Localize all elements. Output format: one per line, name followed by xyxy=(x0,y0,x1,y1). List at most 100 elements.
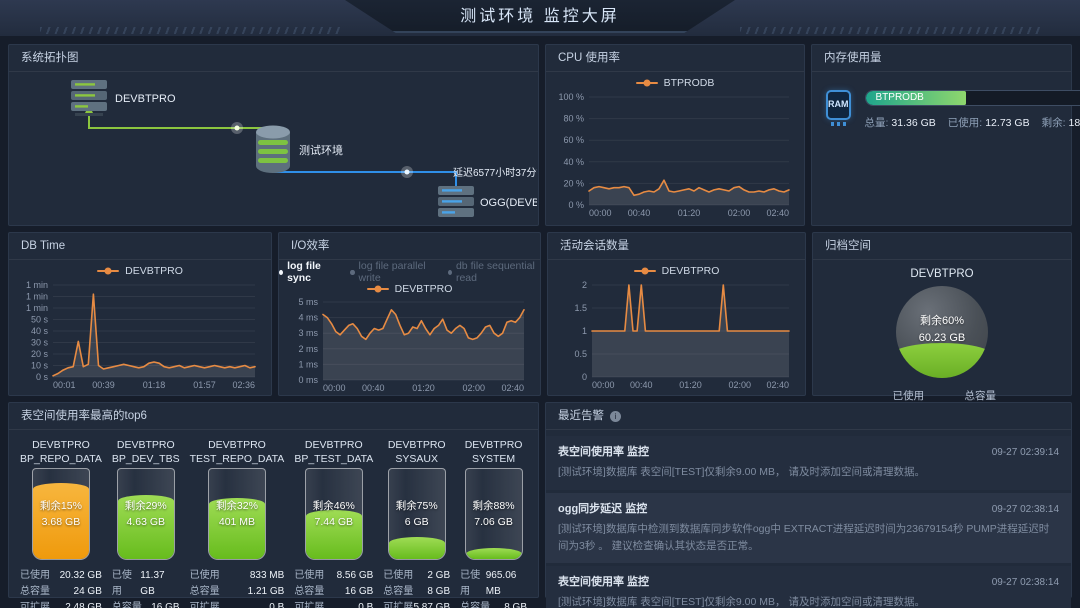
tablespace-item[interactable]: DEVBTPRO TEST_REPO_DATA 剩余32% 401 MB 已使用 83… xyxy=(185,438,290,608)
tablespace-name: DEVBTPRO BP_TEST_DATA xyxy=(294,439,374,466)
svg-text:00:40: 00:40 xyxy=(628,208,651,218)
tablespace-stats: 已使用 20.32 GB 总容量 24 GB 可扩展 2.48 GB xyxy=(20,570,102,608)
alert-timestamp: 09-27 02:39:14 xyxy=(991,447,1059,458)
alert-row[interactable]: 表空间使用率 监控 09-27 02:38:14 [测试环境]数据库 表空间[T… xyxy=(546,566,1071,608)
bullet-dot-icon xyxy=(350,269,355,275)
archive-instance-label: DEVBTPRO xyxy=(910,268,974,280)
svg-text:02:40: 02:40 xyxy=(766,380,789,390)
panel-dbtime: DB Time DEVBTPRO 0 s 10 s 20 s 30 s 40 s 50 s… xyxy=(8,232,272,396)
topology-link-green xyxy=(88,114,274,132)
sessions-legend-label: DEVBTPRO xyxy=(661,265,720,277)
svg-text:00:01: 00:01 xyxy=(53,380,76,390)
io-tab-db-file-sequential-read[interactable]: db file sequential read xyxy=(447,260,540,284)
svg-text:1 min: 1 min xyxy=(26,292,48,302)
panel-topology-title: 系统拓扑图 xyxy=(9,45,538,72)
cpu-legend[interactable]: BTPRODB xyxy=(546,74,804,92)
svg-text:40 s: 40 s xyxy=(31,326,49,336)
alert-row[interactable]: 表空间使用率 监控 09-27 02:39:14 [测试环境]数据库 表空间[T… xyxy=(546,436,1071,490)
memory-usage-fill xyxy=(865,91,966,105)
legend-line-icon xyxy=(633,270,656,272)
svg-text:2 ms: 2 ms xyxy=(298,344,318,354)
svg-text:2: 2 xyxy=(582,280,587,290)
alert-row[interactable]: ogg同步延迟 监控 09-27 02:38:14 [测试环境]数据库中检测到数… xyxy=(546,492,1071,564)
tablespace-item[interactable]: DEVBTPRO SYSTEM 剩余88% 7.06 GB 已使用 965.06 MB… xyxy=(455,438,532,608)
svg-text:100 %: 100 % xyxy=(558,92,584,102)
dbtime-legend[interactable]: DEVBTPRO xyxy=(9,262,271,280)
alert-description: [测试环境]数据库 表空间[TEST]仅剩余9.00 MB， 请及时添加空间或清… xyxy=(558,596,925,608)
tablespace-item[interactable]: DEVBTPRO BP_DEV_TBS 剩余29% 4.63 GB 已使用 11.37… xyxy=(107,438,185,608)
io-legend-label: DEVBTPRO xyxy=(394,283,453,295)
tablespace-tank: 剩余32% 401 MB xyxy=(207,468,266,560)
tablespace-stats: 已使用 833 MB 总容量 1.21 GB 可扩展 0 B xyxy=(189,570,285,608)
sessions-legend[interactable]: DEVBTPRO xyxy=(548,262,805,280)
archive-liquid-fill xyxy=(896,343,988,378)
io-tab-log-file-sync[interactable]: log file sync xyxy=(279,260,336,284)
tablespace-name: DEVBTPRO SYSTEM xyxy=(464,439,523,466)
svg-text:01:57: 01:57 xyxy=(193,380,216,390)
svg-text:01:20: 01:20 xyxy=(679,380,702,390)
tablespace-item[interactable]: DEVBTPRO BP_REPO_DATA 剩余15% 3.68 GB 已使用 20.… xyxy=(15,438,107,608)
svg-text:01:20: 01:20 xyxy=(412,383,435,393)
svg-text:30 s: 30 s xyxy=(31,338,49,348)
topology-node-ogg[interactable] xyxy=(438,186,474,217)
info-icon[interactable]: i xyxy=(610,410,621,422)
tablespace-item[interactable]: DEVBTPRO BP_TEST_DATA 剩余46% 7.44 GB 已使用 8.5… xyxy=(289,438,378,608)
io-line-chart: 0 ms 1 ms 2 ms 3 ms 4 ms 5 ms 00:00 00:40 01:20 0… xyxy=(298,297,525,393)
svg-text:40 %: 40 % xyxy=(563,157,584,167)
tank-liquid-fill xyxy=(305,510,362,559)
svg-text:0 ms: 0 ms xyxy=(298,375,318,385)
memory-free-value: 18.63 GB xyxy=(1068,117,1080,129)
svg-text:1.5: 1.5 xyxy=(574,303,587,313)
tablespace-item[interactable]: DEVBTPRO SYSAUX 剩余75% 6 GB 已使用 2 GB 总容量 8 GB… xyxy=(378,438,455,608)
tablespace-name: DEVBTPRO TEST_REPO_DATA xyxy=(189,439,285,466)
alert-timestamp: 09-27 02:38:14 xyxy=(991,577,1059,589)
tablespace-tank: 剩余29% 4.63 GB xyxy=(116,468,175,560)
tablespace-tank: 剩余88% 7.06 GB xyxy=(464,468,523,560)
banner-hatch-right-decor xyxy=(740,27,1040,34)
panel-cpu: CPU 使用率 BTPRODB 0 % 20 % 40 % 60 % 80 % 100 %… xyxy=(545,44,805,226)
topology-node-test-env[interactable] xyxy=(256,125,290,174)
sessions-line-chart: 0 0.5 1 1.5 2 00:00 00:40 01:20 02:00 02:40 xyxy=(574,280,790,390)
legend-line-icon xyxy=(366,288,389,290)
tablespace-stats: 已使用 8.56 GB 总容量 16 GB 可扩展 0 B xyxy=(294,570,374,608)
tablespace-tank: 剩余75% 6 GB xyxy=(387,468,446,560)
cpu-line-chart: 0 % 20 % 40 % 60 % 80 % 100 % 00:00 00:40 01:20 0… xyxy=(558,92,790,218)
panel-io-title: I/O效率 xyxy=(279,233,540,260)
tank-free-text: 剩余15% 3.68 GB xyxy=(39,499,82,529)
svg-text:02:36: 02:36 xyxy=(232,380,255,390)
svg-text:00:00: 00:00 xyxy=(592,380,615,390)
panel-dbtime-title: DB Time xyxy=(9,233,271,260)
tank-free-text: 剩余29% 4.63 GB xyxy=(124,499,167,529)
topology-diagram: DEVBTPRO 测试环境 xyxy=(71,80,570,217)
panel-tablespaces: 表空间使用率最高的top6 DEVBTPRO BP_REPO_DATA 剩余15%… xyxy=(8,402,539,608)
panel-cpu-title: CPU 使用率 xyxy=(546,45,804,72)
tank-free-text: 剩余75% 6 GB xyxy=(395,499,438,529)
panel-alerts: 最近告警 i 表空间使用率 监控 09-27 02:39:14 [测试环境]数据… xyxy=(545,402,1072,608)
topology-node-test-env-label: 测试环境 xyxy=(299,143,343,157)
svg-text:0.5: 0.5 xyxy=(574,349,587,359)
io-legend[interactable]: DEVBTPRO xyxy=(279,281,540,297)
alert-title: ogg同步延迟 监控 xyxy=(558,502,648,515)
svg-text:1 min: 1 min xyxy=(26,303,48,313)
alert-timestamp: 09-27 02:38:14 xyxy=(991,503,1059,515)
io-tab-log-file-parallel-write[interactable]: log file parallel write xyxy=(350,260,433,284)
svg-text:02:00: 02:00 xyxy=(728,380,751,390)
svg-text:3 ms: 3 ms xyxy=(298,328,318,338)
tablespace-name: DEVBTPRO SYSAUX xyxy=(387,439,446,466)
panel-sessions-title: 活动会话数量 xyxy=(548,233,805,260)
topology-node-devbtpro[interactable] xyxy=(71,80,107,116)
topology-ogg-delay-note: 延迟6577小时37分钟 xyxy=(453,166,537,179)
tank-free-text: 剩余32% 401 MB xyxy=(215,499,258,529)
svg-text:5 ms: 5 ms xyxy=(298,297,318,307)
svg-text:02:00: 02:00 xyxy=(728,208,751,218)
panel-sessions: 活动会话数量 DEVBTPRO 0 0.5 1 1.5 2 00:00 00:40 01:20… xyxy=(547,232,806,396)
page-title: 测试环境 监控大屏 xyxy=(460,8,620,25)
svg-text:80 %: 80 % xyxy=(563,114,584,124)
panel-tablespaces-title: 表空间使用率最高的top6 xyxy=(9,403,538,430)
dbtime-legend-label: DEVBTPRO xyxy=(125,265,183,277)
panel-archive-title: 归档空间 xyxy=(813,233,1071,260)
svg-text:0 s: 0 s xyxy=(36,372,49,382)
tank-liquid-fill xyxy=(388,536,445,559)
legend-line-icon xyxy=(97,270,120,272)
